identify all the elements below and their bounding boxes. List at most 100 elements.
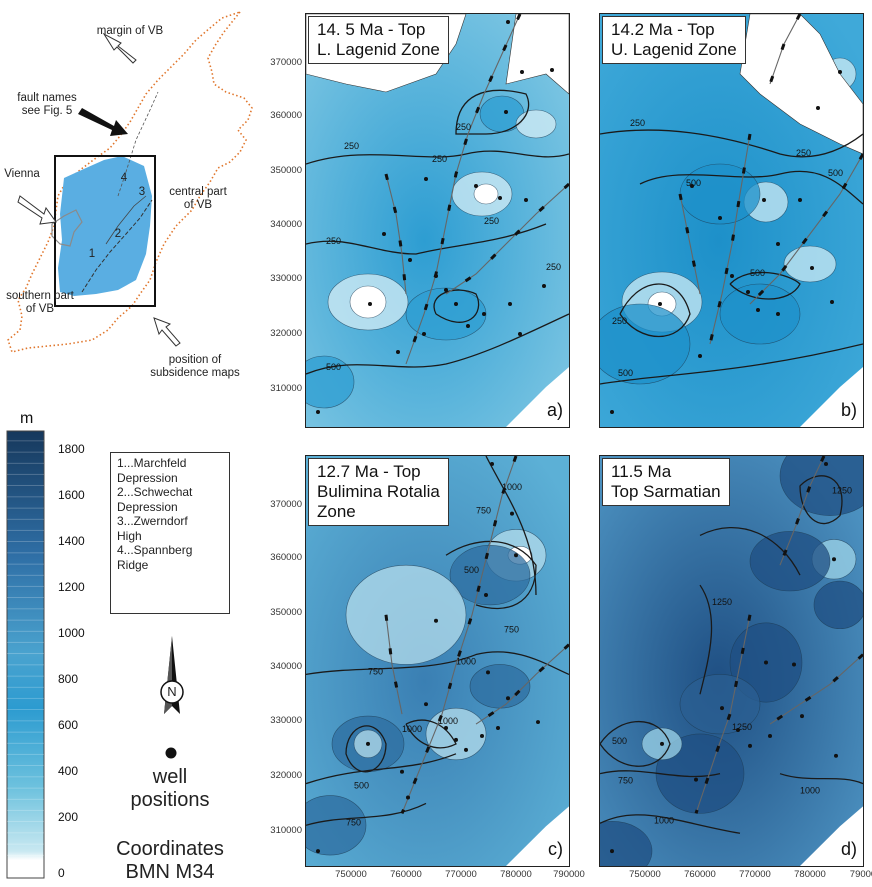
x-tick-label: 780000 (500, 869, 532, 880)
fault-marker (445, 182, 569, 296)
outside-basin-area (506, 806, 569, 866)
well-marker (382, 232, 386, 236)
y-tick-label: 330000 (270, 273, 302, 284)
contour-map: 1250 1250 1250 500 750 1000 1000 (600, 456, 863, 866)
area-number-4: 4 (120, 172, 128, 184)
well-marker (520, 70, 524, 74)
isopach-line (345, 725, 387, 773)
contour-map: 250 250 500 500 500 250 500 (600, 14, 863, 427)
scale-tick-label: 1800 (58, 442, 85, 456)
fault-line (385, 614, 403, 715)
well-marker (406, 795, 410, 800)
panel-title: 14. 5 Ma - Top L. Lagenid Zone (308, 16, 449, 64)
x-tick-label: 760000 (684, 869, 716, 880)
well-marker (768, 733, 772, 738)
subsidence-map-position-box (54, 155, 156, 307)
well-marker (400, 769, 404, 774)
fault-marker (768, 14, 802, 85)
fault-marker (404, 14, 522, 365)
well-marker (746, 290, 750, 294)
fault-line (679, 193, 701, 295)
zero-subsidence-area (739, 14, 863, 155)
contour-map: 250 250 250 250 250 250 500 (306, 14, 569, 427)
vienna-arrow-icon (17, 195, 57, 225)
isopach-line (306, 802, 427, 826)
scale-tick-label: 0 (58, 866, 65, 880)
inset-map (7, 10, 253, 353)
well-marker (510, 511, 514, 516)
depth-anomaly (306, 795, 367, 856)
y-tick-label: 350000 (270, 607, 302, 618)
x-tick-label: 760000 (390, 869, 422, 880)
isopach-line (306, 313, 569, 375)
southern-part-label: southern part of VB (6, 290, 74, 315)
x-tick-label: 79000 (849, 869, 872, 880)
well-marker (504, 110, 508, 114)
well-marker (660, 741, 664, 746)
y-tick-label: 330000 (270, 715, 302, 726)
well-marker (610, 410, 614, 414)
scale-tick-label: 600 (58, 718, 79, 732)
well-marker (536, 720, 540, 725)
contour-label: 1250 (712, 597, 732, 607)
isopach-line (455, 89, 530, 135)
scale-tick-label: 200 (58, 810, 79, 824)
scale-tick-label: 1000 (58, 626, 85, 640)
isopach-line (699, 584, 713, 695)
isopach-line (306, 150, 569, 165)
well-marker (498, 196, 502, 200)
contour-label: 500 (750, 268, 765, 278)
y-tick-label: 340000 (270, 219, 302, 230)
contour-label: 1000 (402, 724, 422, 734)
y-tick-label: 350000 (270, 165, 302, 176)
isopach-line (619, 283, 691, 337)
contour-label: 1000 (502, 482, 522, 492)
depth-anomaly (425, 707, 487, 761)
depth-anomaly (349, 285, 387, 319)
well-marker (422, 332, 426, 336)
x-tick-label: 750000 (629, 869, 661, 880)
basin-margin-outline (7, 10, 253, 353)
scale-tick-label: 1600 (58, 488, 85, 502)
contour-label: 250 (546, 262, 561, 272)
contour-label: 750 (476, 506, 491, 516)
well-marker (316, 849, 320, 854)
depth-color-scale (6, 430, 45, 879)
isopach-line (445, 540, 537, 610)
depth-anomaly (749, 531, 831, 592)
depth-anomaly (600, 303, 691, 385)
well-marker (466, 324, 470, 328)
well-marker (748, 743, 752, 748)
well-marker (658, 302, 662, 306)
depth-anomaly (813, 580, 863, 630)
well-marker (736, 728, 740, 732)
well-marker (792, 662, 796, 667)
well-marker (486, 670, 490, 675)
y-tick-label: 370000 (270, 57, 302, 68)
well-marker (824, 461, 828, 466)
inset-fault (117, 91, 159, 197)
isopach-line (779, 773, 863, 785)
well-marker (694, 777, 698, 782)
north-arrow-icon (160, 636, 184, 714)
fault-line (749, 153, 863, 305)
legend-item: 3...Zwerndorf High (117, 514, 188, 543)
well-marker (720, 706, 724, 711)
well-marker (762, 198, 766, 202)
depth-anomaly (473, 183, 499, 205)
coordinates-label: Coordinates BMN M34 (116, 838, 224, 883)
scale-tick-label: 1400 (58, 534, 85, 548)
well-positions-label: well positions (130, 766, 210, 811)
panel-title: 14.2 Ma - Top U. Lagenid Zone (602, 16, 746, 64)
isopach-line (306, 651, 569, 676)
contour-label: 1250 (832, 486, 852, 496)
well-marker (514, 553, 518, 558)
well-marker (830, 300, 834, 304)
well-marker (434, 274, 438, 278)
well-marker (434, 618, 438, 623)
well-marker (834, 753, 838, 758)
contour-label: 250 (432, 154, 447, 164)
well-marker (756, 308, 760, 312)
isopach-line (600, 343, 863, 385)
inset-fault (105, 195, 147, 245)
